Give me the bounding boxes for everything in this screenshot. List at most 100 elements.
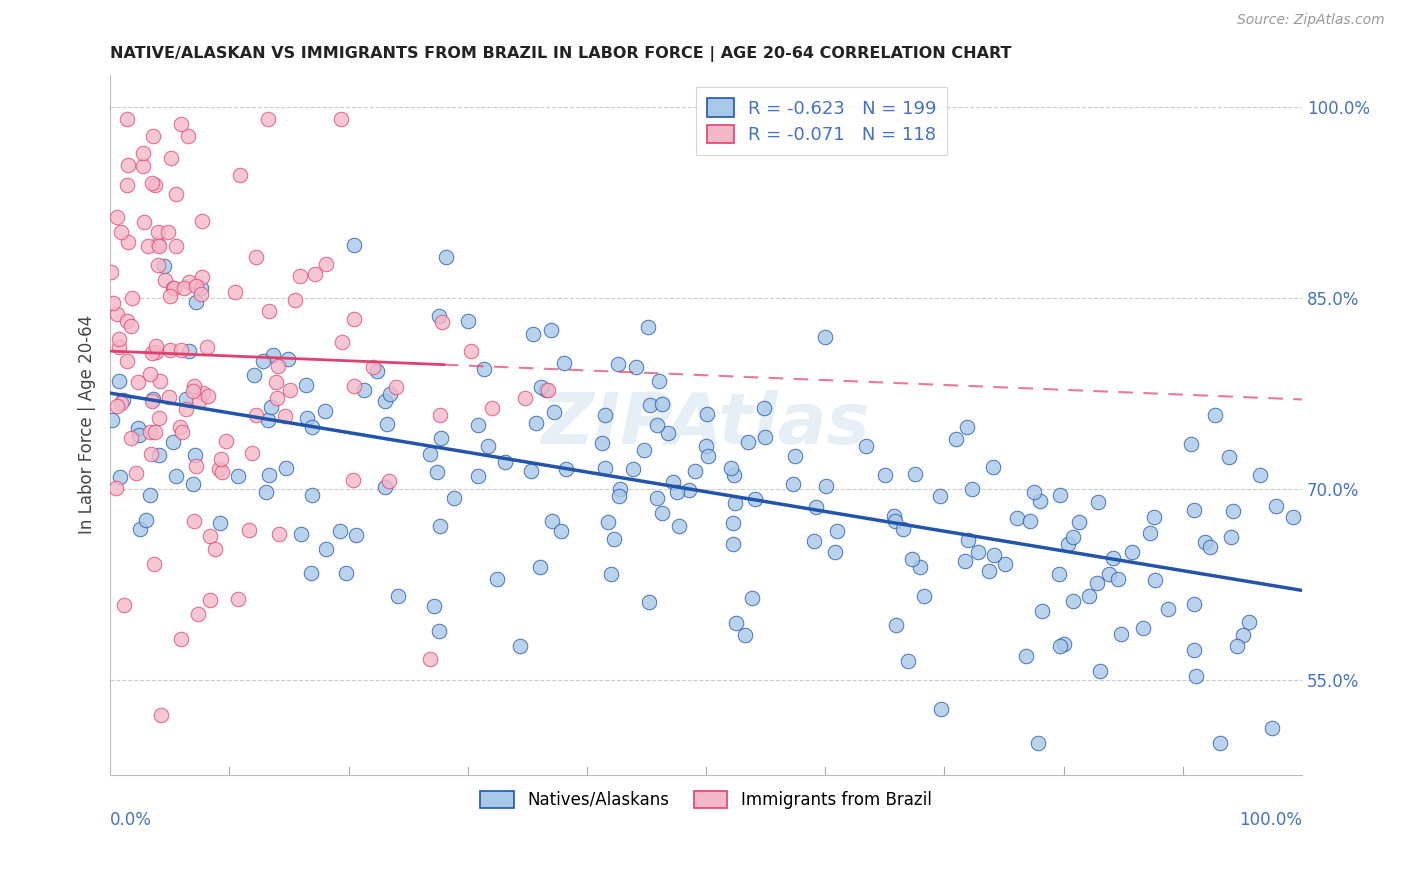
Legend: Natives/Alaskans, Immigrants from Brazil: Natives/Alaskans, Immigrants from Brazil [474, 784, 938, 815]
Point [224, 285, 246, 300]
Point [1026, 736, 1049, 750]
Point [666, 484, 689, 499]
Point [374, 480, 396, 494]
Point [1085, 576, 1108, 591]
Point [555, 462, 578, 476]
Point [1222, 504, 1244, 518]
Point [117, 235, 139, 250]
Point [1143, 510, 1166, 524]
Point [515, 391, 537, 405]
Point [814, 330, 837, 344]
Point [197, 389, 219, 403]
Point [1028, 494, 1050, 508]
Point [509, 640, 531, 654]
Point [662, 475, 685, 489]
Point [155, 273, 177, 287]
Point [169, 420, 191, 434]
Point [873, 467, 896, 482]
Point [1018, 514, 1040, 528]
Point [1194, 534, 1216, 549]
Text: NATIVE/ALASKAN VS IMMIGRANTS FROM BRAZIL IN LABOR FORCE | AGE 20-64 CORRELATION : NATIVE/ALASKAN VS IMMIGRANTS FROM BRAZIL… [110, 46, 1012, 62]
Point [593, 461, 616, 475]
Point [145, 339, 167, 353]
Point [744, 491, 766, 506]
Point [651, 506, 673, 520]
Point [329, 524, 352, 538]
Point [257, 303, 280, 318]
Point [1088, 664, 1111, 678]
Point [377, 417, 399, 431]
Point [159, 151, 181, 165]
Point [945, 432, 967, 446]
Point [953, 554, 976, 568]
Point [524, 417, 547, 431]
Point [593, 408, 616, 422]
Point [884, 618, 907, 632]
Point [269, 527, 291, 541]
Point [108, 340, 131, 354]
Point [267, 359, 290, 373]
Point [150, 707, 173, 722]
Point [131, 146, 153, 161]
Point [723, 468, 745, 483]
Point [543, 404, 565, 418]
Point [983, 460, 1005, 475]
Point [494, 455, 516, 469]
Point [107, 375, 129, 389]
Point [429, 624, 451, 638]
Point [277, 352, 299, 367]
Point [1237, 615, 1260, 629]
Point [977, 564, 1000, 578]
Point [1111, 627, 1133, 641]
Point [177, 344, 200, 359]
Point [696, 408, 718, 422]
Point [299, 566, 322, 580]
Point [602, 533, 624, 547]
Point [159, 288, 181, 302]
Point [274, 461, 297, 475]
Point [891, 522, 914, 536]
Point [457, 313, 479, 327]
Point [1180, 437, 1202, 451]
Point [295, 378, 318, 392]
Point [423, 599, 446, 613]
Point [200, 592, 222, 607]
Point [157, 225, 180, 239]
Point [181, 384, 204, 398]
Point [896, 654, 918, 668]
Point [139, 488, 162, 502]
Point [257, 468, 280, 483]
Point [120, 431, 142, 445]
Point [377, 474, 399, 488]
Point [387, 590, 409, 604]
Point [607, 489, 630, 503]
Point [127, 375, 149, 389]
Point [1022, 484, 1045, 499]
Point [190, 286, 212, 301]
Point [138, 425, 160, 439]
Point [607, 357, 630, 371]
Point [678, 483, 700, 497]
Point [683, 464, 706, 478]
Point [314, 403, 336, 417]
Point [621, 461, 644, 475]
Point [1067, 515, 1090, 529]
Point [145, 425, 167, 440]
Point [105, 210, 128, 224]
Point [806, 500, 828, 514]
Point [226, 468, 249, 483]
Point [191, 214, 214, 228]
Point [120, 318, 142, 333]
Point [315, 541, 337, 556]
Point [101, 296, 124, 310]
Point [136, 238, 159, 252]
Point [335, 566, 357, 580]
Point [209, 452, 232, 467]
Point [163, 281, 186, 295]
Point [245, 250, 267, 264]
Point [211, 465, 233, 479]
Point [737, 435, 759, 450]
Point [1047, 567, 1070, 582]
Point [195, 340, 218, 354]
Point [1261, 721, 1284, 735]
